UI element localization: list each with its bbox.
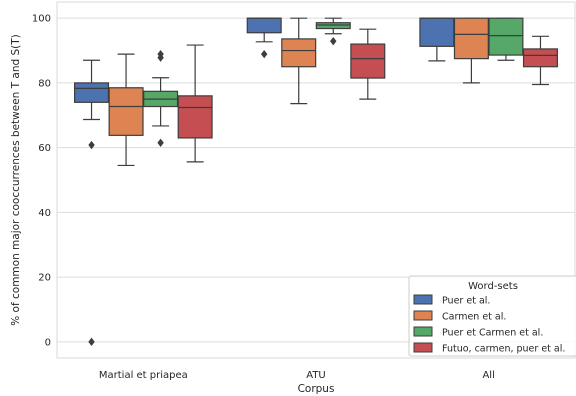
legend-swatch	[413, 310, 433, 321]
legend-entry: Carmen et al.	[413, 310, 506, 323]
box-iqr	[281, 38, 317, 68]
outlier-point	[261, 49, 268, 59]
outlier-point	[330, 37, 337, 46]
legend: Word-sets Puer et al.Carmen et al.Puer e…	[408, 275, 576, 357]
y-tick-label: 60	[38, 143, 51, 154]
legend-swatch	[413, 326, 433, 337]
box-iqr	[522, 48, 558, 68]
box-carmen-et-al--1	[281, 17, 317, 105]
box-iqr	[246, 17, 282, 34]
legend-swatch	[413, 294, 433, 305]
box-iqr	[315, 22, 351, 30]
x-tick-label: All	[482, 370, 494, 381]
x-tick-labels: Martial et priapea ATU All	[99, 370, 495, 381]
plot-area-border	[56, 1, 576, 359]
legend-frame	[408, 275, 576, 357]
box-futuo-carmen-puer-et-al--1	[350, 28, 386, 100]
box-puer-et-al--1	[246, 17, 282, 59]
y-axis-label: % of common major cooccurrences between …	[10, 34, 22, 326]
box-iqr	[74, 82, 110, 103]
outlier-point	[157, 49, 164, 59]
box-iqr	[177, 95, 213, 139]
boxes	[74, 17, 558, 346]
x-tick-label: ATU	[306, 370, 326, 381]
y-tick-label: 100	[32, 14, 51, 25]
box-futuo-carmen-puer-et-al--0	[177, 44, 213, 163]
box-puer-et-al--2	[419, 17, 455, 62]
legend-label: Futuo, carmen, puer et al.	[442, 344, 565, 355]
x-axis-label: Corpus	[298, 383, 335, 395]
legend-entries: Puer et al. Carmen et al. Puer et Carmen e…	[413, 294, 565, 355]
outlier-point	[88, 140, 95, 150]
y-tick-label: 40	[38, 208, 51, 219]
outlier-point	[88, 337, 95, 346]
box-iqr	[108, 87, 144, 136]
y-tick-label: 20	[38, 273, 51, 284]
box-iqr	[350, 43, 386, 79]
legend-label: Carmen et al.	[442, 312, 506, 323]
box-iqr	[419, 17, 455, 47]
legend-swatch	[413, 342, 433, 353]
box-carmen-et-al--0	[108, 53, 144, 167]
legend-label: Puer et Carmen et al.	[442, 328, 543, 339]
legend-entry: Futuo, carmen, puer et al.	[413, 342, 565, 355]
legend-entry: Puer et al.	[413, 294, 490, 307]
y-tick-labels: 0 20 40 60 80 100	[32, 14, 51, 349]
y-tick-label: 80	[38, 78, 51, 89]
box-puer-et-carmen-et-al--1	[315, 17, 351, 46]
legend-entry: Puer et Carmen et al.	[413, 326, 543, 339]
x-tick-label: Martial et priapea	[99, 370, 188, 381]
box-puer-et-carmen-et-al--0	[143, 49, 179, 147]
legend-label: Puer et al.	[442, 296, 490, 307]
box-iqr	[488, 17, 524, 56]
box-iqr	[453, 17, 489, 60]
box-puer-et-carmen-et-al--2	[488, 17, 524, 61]
box-puer-et-al--0	[74, 59, 110, 346]
y-tick-label: 0	[45, 337, 51, 348]
box-futuo-carmen-puer-et-al--2	[522, 35, 558, 86]
outlier-point	[157, 138, 164, 147]
legend-title: Word-sets	[468, 281, 518, 292]
box-carmen-et-al--2	[453, 17, 489, 84]
